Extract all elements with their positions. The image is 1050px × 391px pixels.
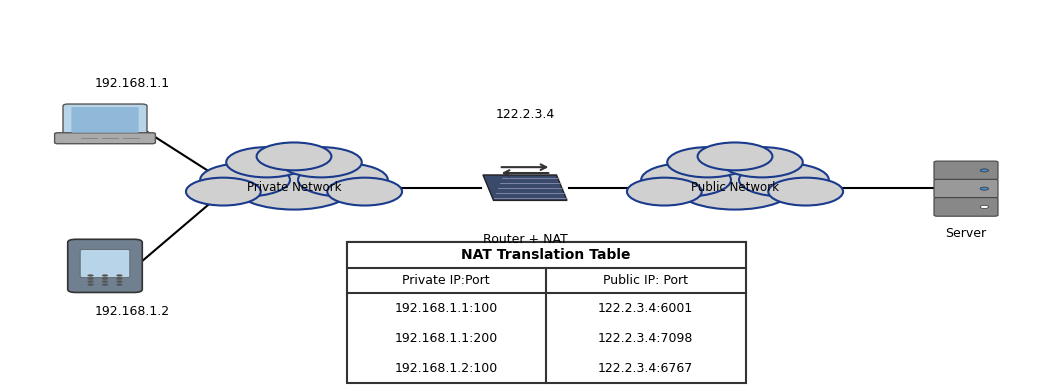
Circle shape — [117, 283, 123, 286]
Text: Router + NAT: Router + NAT — [483, 233, 567, 246]
Circle shape — [117, 274, 123, 277]
Text: 192.168.1.2:100: 192.168.1.2:100 — [395, 362, 498, 375]
Circle shape — [117, 280, 123, 283]
Text: Server: Server — [945, 227, 987, 240]
FancyBboxPatch shape — [346, 242, 746, 383]
Text: Public Network: Public Network — [691, 181, 779, 194]
FancyBboxPatch shape — [934, 179, 999, 198]
Text: 192.168.1.1:100: 192.168.1.1:100 — [395, 302, 498, 315]
FancyBboxPatch shape — [346, 242, 746, 268]
FancyBboxPatch shape — [55, 133, 155, 144]
Circle shape — [102, 277, 108, 280]
FancyBboxPatch shape — [934, 197, 999, 216]
Text: 122.2.3.4:7098: 122.2.3.4:7098 — [598, 332, 693, 345]
Circle shape — [981, 205, 989, 208]
FancyBboxPatch shape — [80, 249, 130, 278]
Text: 192.168.1.2: 192.168.1.2 — [94, 305, 170, 318]
FancyBboxPatch shape — [63, 104, 147, 136]
Polygon shape — [483, 175, 567, 200]
Text: NAT Translation Table: NAT Translation Table — [461, 248, 631, 262]
Text: 192.168.1.1: 192.168.1.1 — [94, 77, 170, 90]
Circle shape — [102, 280, 108, 283]
Circle shape — [102, 283, 108, 286]
FancyBboxPatch shape — [71, 107, 139, 133]
Text: 122.2.3.4:6001: 122.2.3.4:6001 — [598, 302, 693, 315]
Circle shape — [981, 169, 989, 172]
Circle shape — [87, 277, 93, 280]
Text: 192.168.1.1:200: 192.168.1.1:200 — [395, 332, 498, 345]
Circle shape — [87, 274, 93, 277]
Text: Public IP: Port: Public IP: Port — [604, 274, 688, 287]
FancyBboxPatch shape — [934, 161, 999, 180]
Circle shape — [87, 283, 93, 286]
FancyBboxPatch shape — [67, 239, 143, 292]
Circle shape — [87, 280, 93, 283]
Text: 122.2.3.4:6767: 122.2.3.4:6767 — [598, 362, 693, 375]
Text: Private IP:Port: Private IP:Port — [402, 274, 490, 287]
Circle shape — [102, 274, 108, 277]
Circle shape — [117, 277, 123, 280]
Circle shape — [981, 187, 989, 190]
Text: 122.2.3.4: 122.2.3.4 — [496, 108, 554, 121]
Text: Private Network: Private Network — [247, 181, 341, 194]
